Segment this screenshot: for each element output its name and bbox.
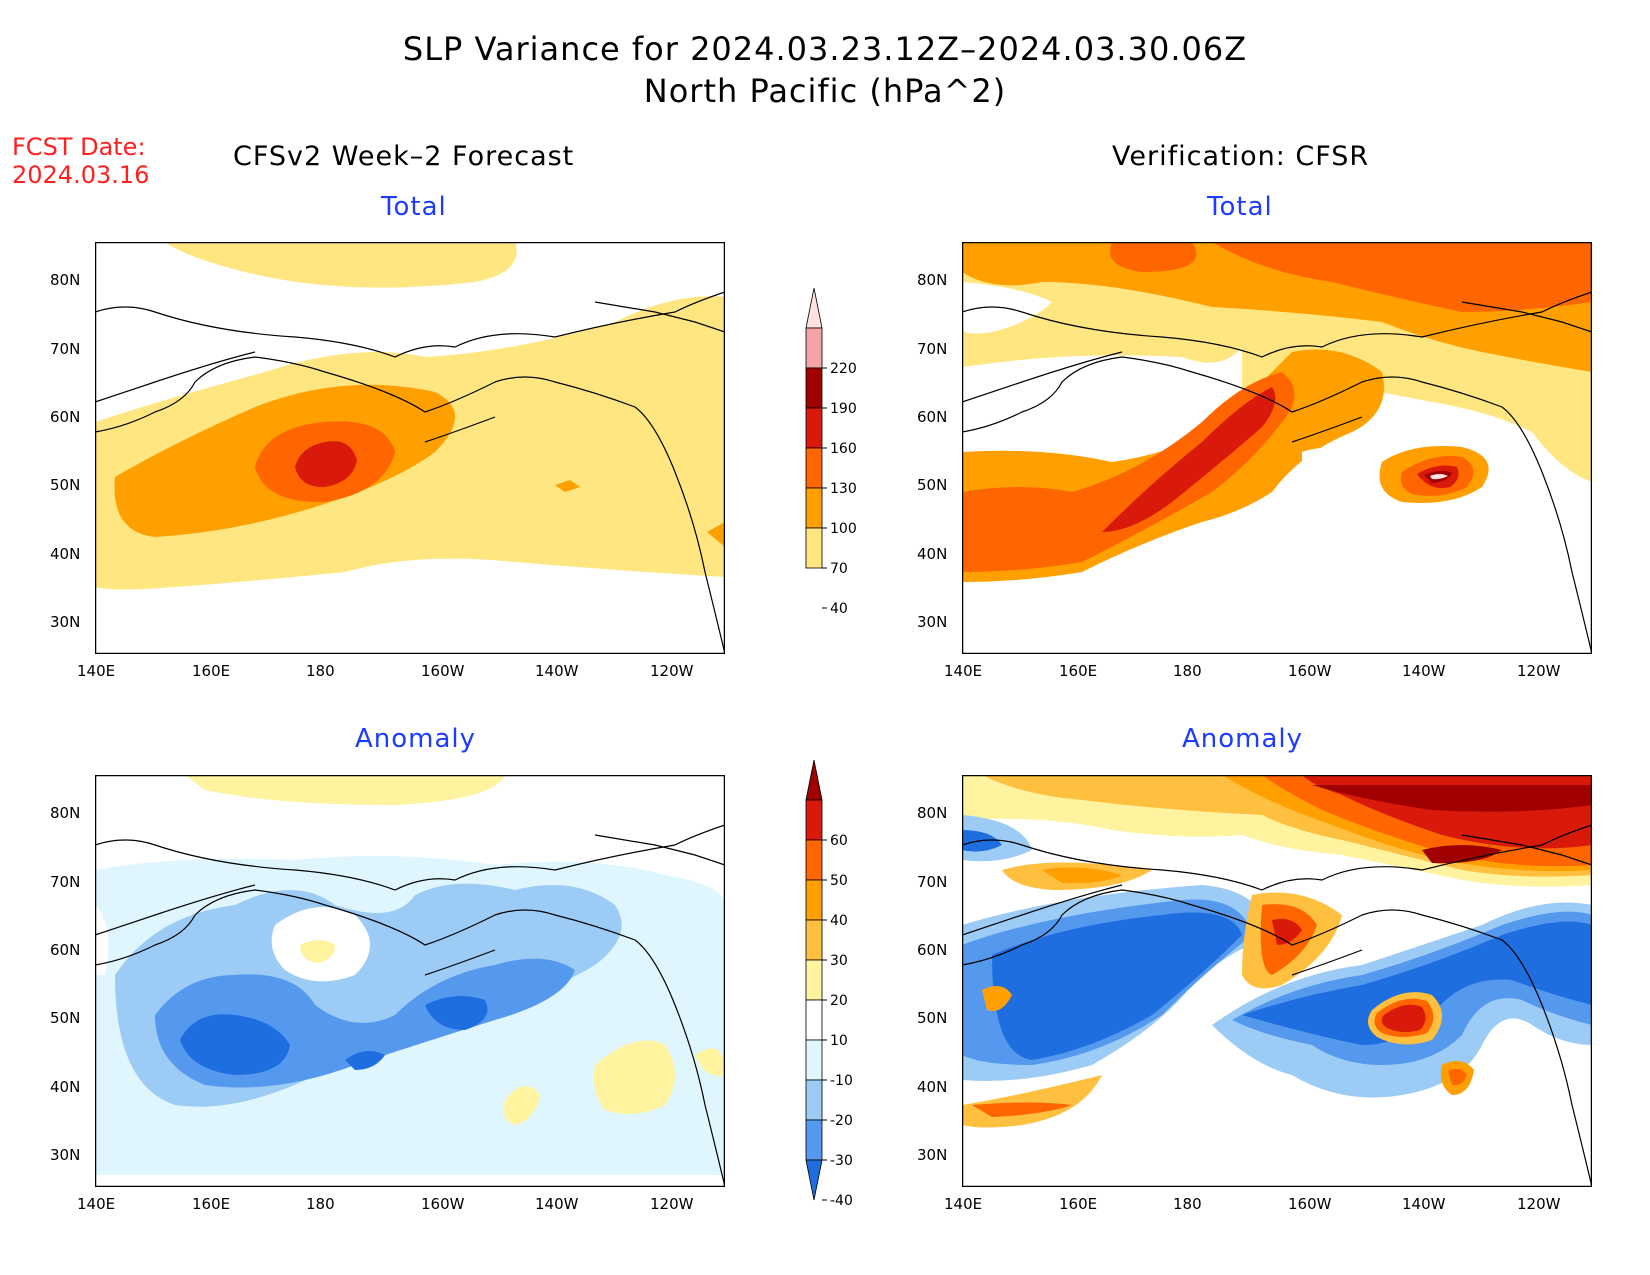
lon-tick-label: 160E (1059, 1195, 1098, 1213)
colorbar-top-triangle (805, 287, 823, 329)
lat-tick-label: 40N (917, 1078, 948, 1096)
lat-tick-label: 40N (50, 1078, 81, 1096)
lat-tick-label: 80N (917, 804, 948, 822)
lon-tick-label: 160W (421, 662, 465, 680)
verification-anomaly-label: Anomaly (1182, 724, 1304, 754)
lon-tick-label: 140E (77, 662, 116, 680)
lat-tick-label: 70N (917, 873, 948, 891)
lon-tick-label: 120W (650, 662, 694, 680)
lon-tick-label: 160E (1059, 662, 1098, 680)
lat-tick-label: 80N (50, 271, 81, 289)
lat-tick-label: 60N (50, 408, 81, 426)
lon-tick-label: 180 (1173, 662, 1202, 680)
fcst-date-label: FCST Date: (12, 133, 146, 161)
lon-tick-label: 140E (77, 1195, 116, 1213)
lon-tick-label: 160W (421, 1195, 465, 1213)
colorbar-segment (805, 999, 823, 1041)
main-subtitle: North Pacific (hPa^2) (643, 72, 1007, 110)
colorbar-label: -30 (830, 1153, 853, 1169)
lon-tick-label: 180 (306, 1195, 335, 1213)
forecast-total-label: Total (381, 192, 447, 222)
lon-tick-label: 180 (306, 662, 335, 680)
colorbar-segment (805, 879, 823, 921)
colorbar-segment (805, 799, 823, 841)
colorbar-segment (805, 367, 823, 409)
verification-anomaly-map (962, 775, 1592, 1187)
lat-tick-label: 40N (917, 545, 948, 563)
colorbar-label: 160 (830, 441, 857, 457)
lon-tick-label: 180 (1173, 1195, 1202, 1213)
lon-tick-label: 140W (535, 662, 579, 680)
forecast-column-title: CFSv2 Week–2 Forecast (233, 141, 575, 172)
lat-tick-label: 30N (50, 1146, 81, 1164)
lat-tick-label: 30N (50, 613, 81, 631)
lon-tick-label: 120W (650, 1195, 694, 1213)
lon-tick-label: 140W (535, 1195, 579, 1213)
lon-tick-label: 140E (944, 1195, 983, 1213)
colorbar-label: 40 (830, 601, 848, 617)
verification-total-label: Total (1207, 192, 1273, 222)
colorbar-label: 70 (830, 561, 848, 577)
colorbar-label: 220 (830, 361, 857, 377)
colorbar-segment (805, 839, 823, 881)
lat-tick-label: 30N (917, 1146, 948, 1164)
lon-tick-label: 160E (192, 662, 231, 680)
lat-tick-label: 80N (917, 271, 948, 289)
colorbar-segment (805, 407, 823, 449)
lat-tick-label: 70N (50, 873, 81, 891)
colorbar-segment (805, 327, 823, 369)
colorbar-label: 50 (830, 873, 848, 889)
colorbar-segment (805, 487, 823, 529)
lon-tick-label: 120W (1517, 1195, 1561, 1213)
lon-tick-label: 140W (1402, 662, 1446, 680)
lat-tick-label: 60N (917, 941, 948, 959)
colorbar-bottom-triangle (805, 1159, 823, 1201)
verification-column-title: Verification: CFSR (1112, 141, 1370, 172)
anomaly-colorbar: 60 50 40 30 20 10 -10 -20 -30 -40 (800, 759, 880, 1210)
colorbar-label: -10 (830, 1073, 853, 1089)
colorbar-segment (805, 919, 823, 961)
lon-tick-label: 160E (192, 1195, 231, 1213)
forecast-anomaly-map (95, 775, 725, 1187)
total-colorbar: 220 190 160 130 100 70 40 (800, 287, 880, 618)
lon-tick-label: 160W (1288, 662, 1332, 680)
lat-tick-label: 80N (50, 804, 81, 822)
lat-tick-label: 30N (917, 613, 948, 631)
colorbar-segment (805, 447, 823, 489)
colorbar-label: 20 (830, 993, 848, 1009)
colorbar-segment (805, 959, 823, 1001)
lat-tick-label: 60N (50, 941, 81, 959)
colorbar-label: 40 (830, 913, 848, 929)
colorbar-label: 130 (830, 481, 857, 497)
lat-tick-label: 50N (917, 1009, 948, 1027)
lon-tick-label: 140E (944, 662, 983, 680)
colorbar-label: 100 (830, 521, 857, 537)
colorbar-label: 190 (830, 401, 857, 417)
lat-tick-label: 60N (917, 408, 948, 426)
lat-tick-label: 50N (50, 476, 81, 494)
lat-tick-label: 70N (917, 340, 948, 358)
forecast-anomaly-label: Anomaly (355, 724, 477, 754)
colorbar-label: 30 (830, 953, 848, 969)
lat-tick-label: 40N (50, 545, 81, 563)
forecast-total-map (95, 242, 725, 654)
colorbar-segment (805, 1119, 823, 1161)
lon-tick-label: 160W (1288, 1195, 1332, 1213)
lat-tick-label: 50N (917, 476, 948, 494)
colorbar-label: -40 (830, 1193, 853, 1209)
lat-tick-label: 50N (50, 1009, 81, 1027)
lon-tick-label: 140W (1402, 1195, 1446, 1213)
colorbar-top-triangle (805, 759, 823, 801)
lon-tick-label: 120W (1517, 662, 1561, 680)
colorbar-label: 60 (830, 833, 848, 849)
colorbar-segment (805, 1039, 823, 1081)
colorbar-segment (805, 527, 823, 569)
main-title: SLP Variance for 2024.03.23.12Z–2024.03.… (402, 30, 1248, 68)
verification-total-map (962, 242, 1592, 654)
colorbar-segment (805, 1079, 823, 1121)
colorbar-label: 10 (830, 1033, 848, 1049)
lat-tick-label: 70N (50, 340, 81, 358)
fcst-date-value: 2024.03.16 (12, 161, 150, 189)
colorbar-label: -20 (830, 1113, 853, 1129)
